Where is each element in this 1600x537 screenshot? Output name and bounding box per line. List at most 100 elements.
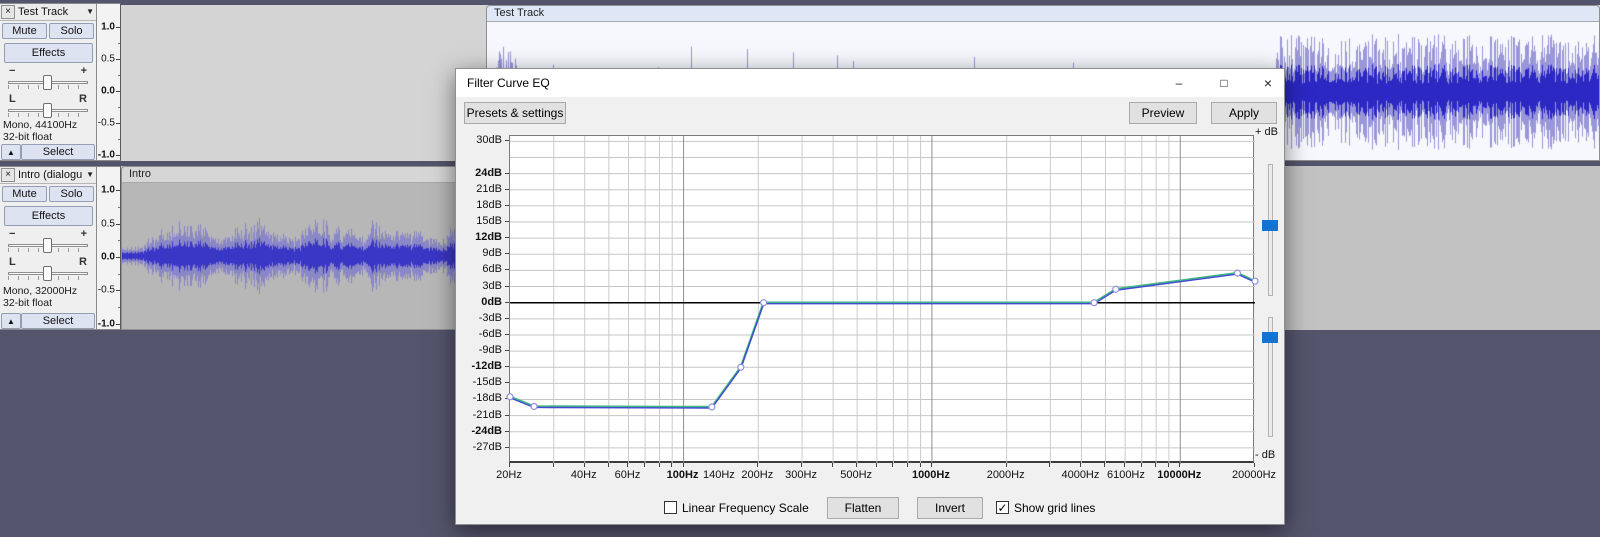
presets-settings-button[interactable]: Presets & settings (464, 102, 566, 124)
eq-control-point[interactable] (759, 299, 768, 307)
effects-button[interactable]: Effects (4, 43, 93, 63)
ruler-label: 1.0 (101, 21, 115, 33)
filter-curve-eq-dialog: Filter Curve EQ – □ × Presets & settings… (455, 68, 1285, 525)
freq-tick (1049, 463, 1051, 467)
track-menu-arrow-icon[interactable]: ▼ (86, 170, 94, 179)
freq-tick (875, 463, 877, 467)
db-tick (505, 317, 509, 319)
collapse-track-button[interactable]: ▲ (1, 144, 21, 160)
eq-control-point[interactable] (737, 363, 745, 371)
pan-slider-thumb[interactable] (43, 266, 52, 281)
ruler-tick (118, 273, 120, 275)
min-db-slider-thumb[interactable] (1262, 332, 1278, 343)
close-track-button[interactable]: × (1, 5, 15, 19)
db-tick (505, 366, 509, 368)
min-db-slider[interactable] (1268, 317, 1273, 437)
show-grid-lines-checkbox[interactable]: ✓ (996, 501, 1009, 515)
gain-slider-thumb[interactable] (43, 75, 52, 90)
gain-plus-label: + (80, 228, 87, 240)
track-name[interactable]: Test Track (18, 6, 69, 18)
db-tick (505, 172, 509, 174)
effects-button[interactable]: Effects (4, 206, 93, 226)
invert-button[interactable]: Invert (917, 497, 983, 519)
solo-button[interactable]: Solo (49, 23, 94, 39)
ruler-tick (116, 290, 120, 292)
db-tick-label: -21dB (472, 408, 502, 421)
freq-tick (906, 463, 908, 467)
pan-slider-thumb[interactable] (43, 103, 52, 118)
eq-control-point[interactable] (708, 403, 716, 411)
frequency-axis-labels: 20Hz 40Hz 60Hz 100Hz 140Hz 200Hz 300Hz 500Hz 100… (496, 463, 1276, 485)
mute-button[interactable]: Mute (2, 186, 47, 202)
ruler-label: 0.5 (101, 53, 115, 65)
db-tick-label: 12dB (475, 231, 502, 244)
freq-tick (1104, 463, 1106, 467)
apply-button[interactable]: Apply (1211, 102, 1277, 124)
freq-tick-label: 500Hz (840, 469, 873, 481)
minimize-icon[interactable]: – (1175, 76, 1183, 90)
track-name[interactable]: Intro (dialogu (18, 169, 83, 181)
eq-control-point[interactable] (1251, 277, 1259, 285)
ruler-label: 0.5 (101, 218, 115, 230)
max-db-slider-thumb[interactable] (1262, 220, 1278, 231)
db-tick-label: 21dB (476, 182, 502, 195)
db-tick-label: 24dB (475, 166, 502, 179)
pan-right-label: R (79, 93, 87, 105)
waveform-area[interactable] (122, 183, 470, 329)
track-format-info: 32-bit float (3, 297, 53, 309)
eq-control-point[interactable] (506, 393, 514, 401)
maximize-icon[interactable]: □ (1220, 76, 1228, 90)
track-menu-arrow-icon[interactable]: ▼ (86, 7, 94, 16)
freq-tick-label: 10000Hz (1157, 469, 1202, 481)
ruler-label: -0.5 (97, 284, 115, 296)
dialog-title-bar[interactable]: Filter Curve EQ – □ × (456, 69, 1284, 97)
linear-frequency-label[interactable]: Linear Frequency Scale (682, 501, 809, 515)
vertical-ruler[interactable]: 1.0 0.5 0.0 -0.5 -1.0 (97, 166, 121, 330)
eq-control-point[interactable] (530, 402, 538, 411)
gain-slider-thumb[interactable] (43, 238, 52, 253)
waveform[interactable] (122, 183, 470, 329)
max-db-label: + dB (1255, 126, 1278, 138)
close-icon[interactable]: × (1263, 75, 1273, 91)
eq-control-point[interactable] (1233, 269, 1242, 277)
freq-tick (583, 463, 585, 467)
ruler-tick (116, 90, 120, 92)
db-tick-label: -15dB (472, 376, 502, 389)
db-tick-label: -6dB (478, 327, 502, 340)
linear-frequency-checkbox[interactable] (664, 501, 677, 514)
db-tick-label: -3dB (478, 311, 502, 324)
freq-tick (757, 463, 759, 467)
freq-tick-label: 1000Hz (911, 469, 950, 481)
freq-tick (1140, 463, 1142, 467)
freq-tick (801, 463, 803, 467)
db-tick (505, 140, 509, 142)
mute-button[interactable]: Mute (2, 23, 47, 39)
eq-control-point[interactable] (1090, 299, 1098, 307)
eq-chart[interactable] (506, 136, 1259, 464)
select-button[interactable]: Select (21, 313, 95, 329)
solo-button[interactable]: Solo (49, 186, 94, 202)
db-tick (505, 188, 509, 190)
preview-button[interactable]: Preview (1129, 102, 1197, 124)
freq-tick (930, 463, 932, 467)
clip-title[interactable]: Intro (122, 167, 470, 183)
clip-title[interactable]: Test Track (487, 6, 1599, 22)
track-format-info: Mono, 44100Hz (3, 119, 78, 131)
db-tick (505, 237, 509, 239)
close-track-button[interactable]: × (1, 168, 15, 182)
eq-curve-plot[interactable] (506, 135, 1259, 464)
freq-tick-label: 200Hz (741, 469, 774, 481)
vertical-ruler[interactable]: 1.0 0.5 0.0 -0.5 -1.0 (97, 3, 121, 161)
db-tick-label: 9dB (482, 247, 502, 260)
audio-clip-intro[interactable]: Intro (121, 166, 471, 330)
db-tick (505, 269, 509, 271)
gain-minus-label: − (9, 65, 16, 77)
eq-control-point[interactable] (1112, 285, 1120, 293)
select-button[interactable]: Select (21, 144, 95, 160)
collapse-track-button[interactable]: ▲ (1, 313, 21, 329)
show-grid-lines-label[interactable]: Show grid lines (1014, 501, 1096, 515)
db-tick-label: 0dB (481, 295, 502, 308)
ruler-tick (118, 74, 120, 76)
track-format-info: 32-bit float (3, 131, 53, 143)
flatten-button[interactable]: Flatten (827, 497, 899, 519)
